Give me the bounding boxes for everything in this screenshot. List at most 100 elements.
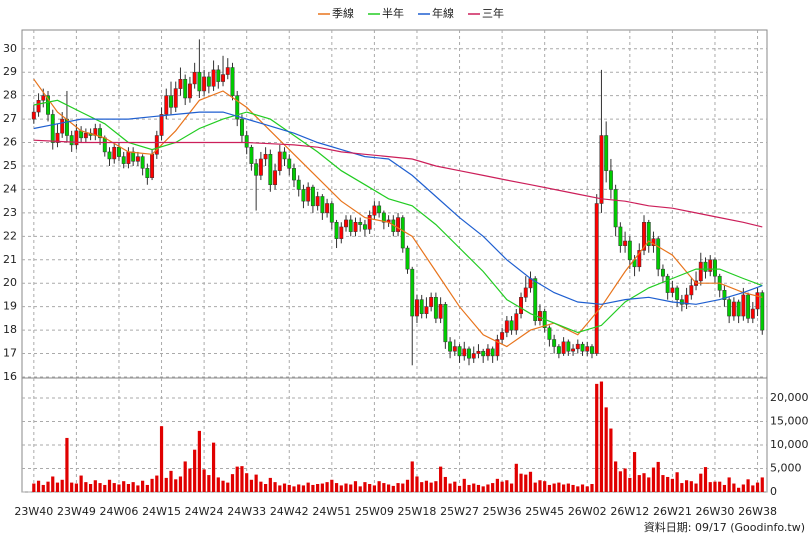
candle-body — [713, 259, 717, 277]
volume-bar — [675, 472, 679, 492]
volume-bar — [330, 479, 334, 492]
candle-body — [254, 163, 259, 176]
candle-body — [169, 95, 173, 108]
x-tick-label: 23W49 — [57, 505, 96, 518]
ma-line — [33, 111, 763, 305]
volume-bar — [301, 485, 306, 492]
y-tick-label: 16 — [3, 370, 17, 383]
volume-bar — [297, 484, 301, 492]
candle-body — [566, 341, 571, 352]
candle-body — [547, 327, 552, 340]
volume-bar — [694, 483, 698, 492]
candle-body — [225, 67, 230, 75]
volume-bar — [595, 383, 599, 492]
candle-body — [334, 222, 339, 239]
candle-body — [736, 301, 741, 317]
volume-bar — [188, 468, 192, 492]
volume-bar — [604, 407, 608, 492]
candle-body — [287, 158, 292, 169]
candle-body — [750, 308, 755, 319]
volume-bar — [509, 483, 514, 492]
volume-bar — [609, 428, 613, 492]
x-tick-label: 25W09 — [355, 505, 394, 518]
candle-body — [41, 95, 46, 101]
volume-bar — [268, 477, 272, 492]
candle-body — [637, 250, 642, 268]
candle-body — [618, 226, 623, 246]
y2-tick-label: 5,000 — [770, 461, 802, 474]
candle-body — [50, 114, 55, 143]
candle-body — [292, 168, 296, 181]
x-tick-label: 23W40 — [14, 505, 53, 518]
volume-bar — [647, 477, 651, 492]
volume-bar — [481, 486, 485, 492]
footer: 資料日期: 09/17 (Goodinfo.tw) — [644, 520, 805, 534]
volume-bar — [718, 481, 722, 492]
volume-bar — [727, 477, 731, 492]
volume-bar — [36, 480, 41, 492]
x-tick-label: 24W06 — [100, 505, 139, 518]
candle-body — [571, 348, 576, 352]
candle-body — [353, 222, 358, 232]
volume-bar — [74, 483, 78, 492]
volume-bar — [614, 461, 618, 492]
candle-body — [741, 294, 746, 317]
volume-bar — [193, 449, 197, 492]
candle-body — [187, 83, 192, 99]
candle-body — [183, 78, 188, 99]
volume-bar — [84, 482, 88, 492]
volume-bar — [741, 484, 745, 492]
candle-body — [556, 346, 561, 354]
candle-body — [277, 151, 282, 171]
volume-bar — [155, 475, 159, 492]
x-tick-label: 24W51 — [312, 505, 351, 518]
volume-bar — [112, 483, 116, 492]
volume-bar — [368, 484, 372, 492]
candle-body — [31, 111, 36, 120]
volume-bar — [661, 475, 665, 492]
y-tick-label: 30 — [3, 42, 17, 55]
candle-body — [36, 100, 41, 113]
volume-bar — [273, 482, 277, 492]
volume-bar — [159, 426, 164, 492]
y-tick-label: 28 — [3, 89, 17, 102]
volume-bar — [500, 481, 504, 492]
candle-body — [594, 203, 599, 354]
candle-body — [575, 343, 580, 350]
candle-body — [467, 348, 471, 359]
candle-body — [159, 114, 164, 136]
candle-body — [69, 135, 74, 146]
candle-body — [344, 219, 348, 228]
candle-body — [642, 222, 646, 251]
volume-bar — [391, 485, 395, 492]
candle-body — [306, 186, 311, 202]
candle-body — [315, 196, 320, 207]
candle-body — [533, 278, 538, 321]
ma-line — [33, 139, 763, 228]
y2-tick-label: 15,000 — [770, 414, 808, 427]
volume-bar — [107, 479, 112, 492]
y2-tick-label: 20,000 — [770, 391, 808, 404]
volume-bar — [552, 483, 556, 492]
volume-bar — [183, 461, 187, 492]
volume-bar — [476, 484, 481, 492]
candle-body — [135, 156, 140, 162]
volume-bar — [637, 475, 641, 492]
candle-body — [471, 353, 476, 359]
candle-body — [372, 205, 377, 216]
candle-body — [495, 339, 500, 357]
x-tick-label: 26W21 — [653, 505, 692, 518]
candle-body — [452, 346, 457, 352]
legend-label: 三年 — [482, 6, 504, 20]
candle-body — [580, 343, 585, 352]
volume-bar — [656, 461, 660, 492]
candle-body — [613, 189, 618, 228]
candle-body — [670, 287, 675, 293]
volume-bar — [580, 484, 585, 492]
candle-body — [310, 186, 315, 207]
candle-body — [202, 76, 207, 92]
volume-bar — [722, 484, 727, 492]
volume-bar — [708, 482, 712, 492]
ma-line — [33, 78, 763, 348]
